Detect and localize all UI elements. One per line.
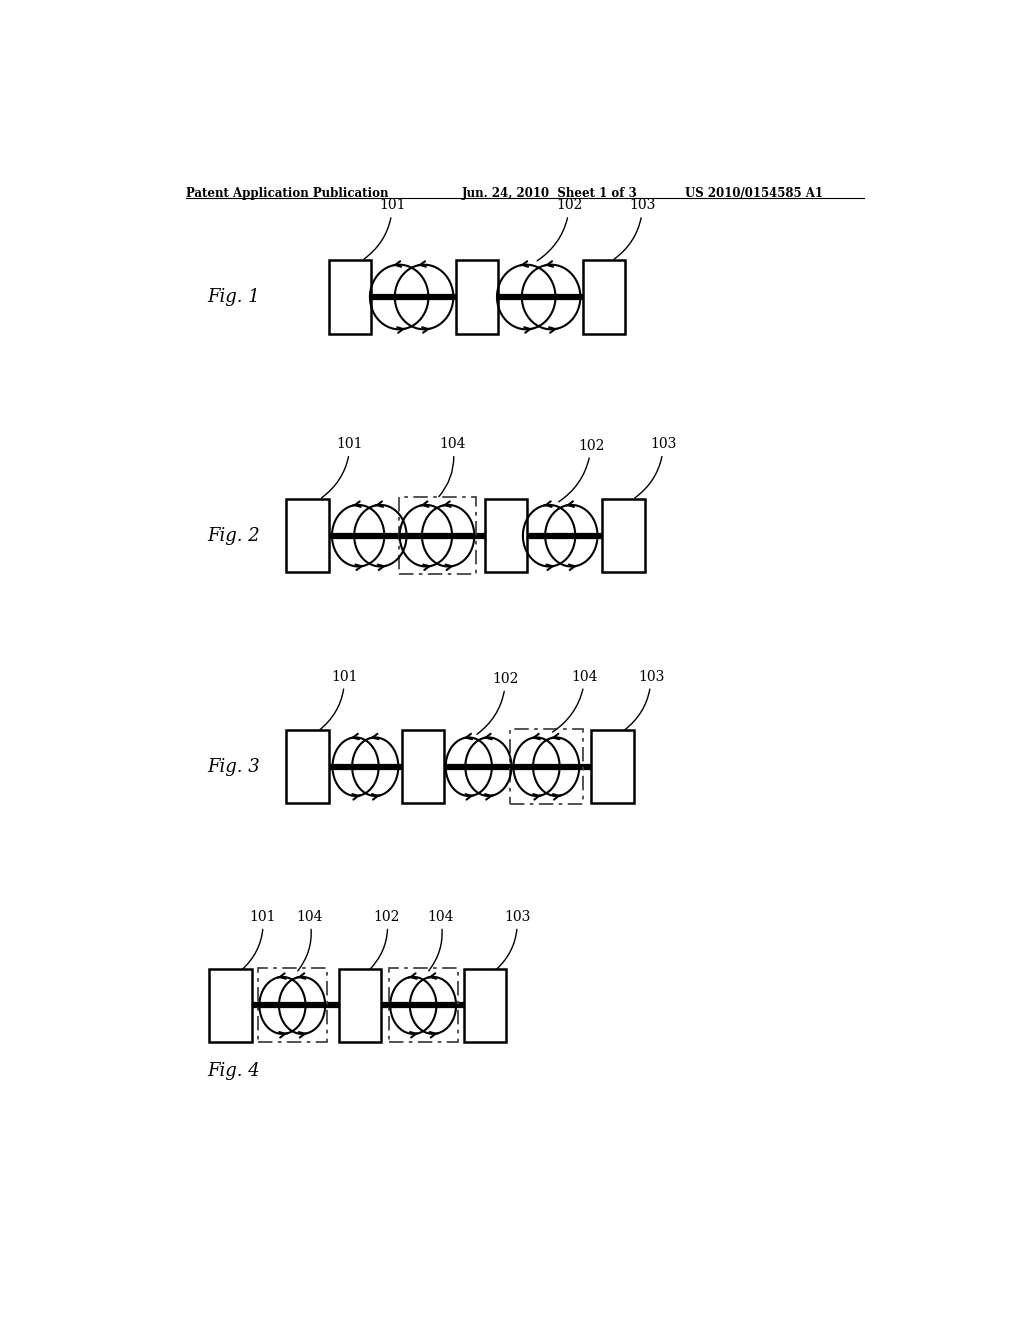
Bar	[583, 260, 626, 334]
Bar	[388, 969, 458, 1043]
Bar	[485, 499, 527, 573]
Text: 102: 102	[559, 438, 604, 502]
Bar	[456, 260, 499, 334]
Bar	[402, 730, 444, 804]
Bar	[287, 499, 329, 573]
Bar	[510, 729, 583, 804]
Text: 101: 101	[242, 909, 276, 970]
Text: Fig. 1: Fig. 1	[208, 288, 260, 306]
Bar	[258, 969, 327, 1043]
Bar	[210, 969, 252, 1041]
Text: 103: 103	[635, 437, 677, 498]
Text: 101: 101	[322, 437, 364, 498]
Bar	[398, 498, 475, 574]
Bar	[329, 260, 371, 334]
Text: Jun. 24, 2010  Sheet 1 of 3: Jun. 24, 2010 Sheet 1 of 3	[462, 187, 637, 199]
Text: 104: 104	[553, 669, 598, 733]
Text: 103: 103	[614, 198, 655, 259]
Text: 104: 104	[439, 437, 466, 496]
Text: Fig. 2: Fig. 2	[208, 527, 260, 545]
Bar	[339, 969, 381, 1041]
Text: 104: 104	[296, 909, 323, 972]
Text: 103: 103	[496, 909, 530, 970]
Text: 103: 103	[624, 669, 665, 730]
Text: Fig. 4: Fig. 4	[208, 1061, 260, 1080]
Bar	[464, 969, 506, 1041]
Text: 101: 101	[364, 198, 406, 259]
Bar	[592, 730, 634, 804]
Text: US 2010/0154585 A1: US 2010/0154585 A1	[685, 187, 823, 199]
Text: 102: 102	[538, 198, 583, 261]
Text: 102: 102	[477, 672, 519, 734]
Text: 101: 101	[319, 669, 357, 730]
Text: 102: 102	[370, 909, 400, 970]
Text: Patent Application Publication: Patent Application Publication	[186, 187, 388, 199]
Bar	[602, 499, 644, 573]
Text: Fig. 3: Fig. 3	[208, 758, 260, 776]
Text: 104: 104	[427, 909, 454, 972]
Bar	[287, 730, 329, 804]
